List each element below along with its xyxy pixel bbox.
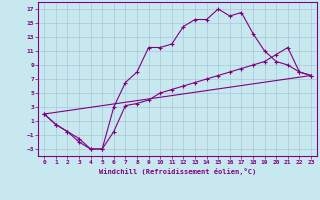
X-axis label: Windchill (Refroidissement éolien,°C): Windchill (Refroidissement éolien,°C) (99, 168, 256, 175)
